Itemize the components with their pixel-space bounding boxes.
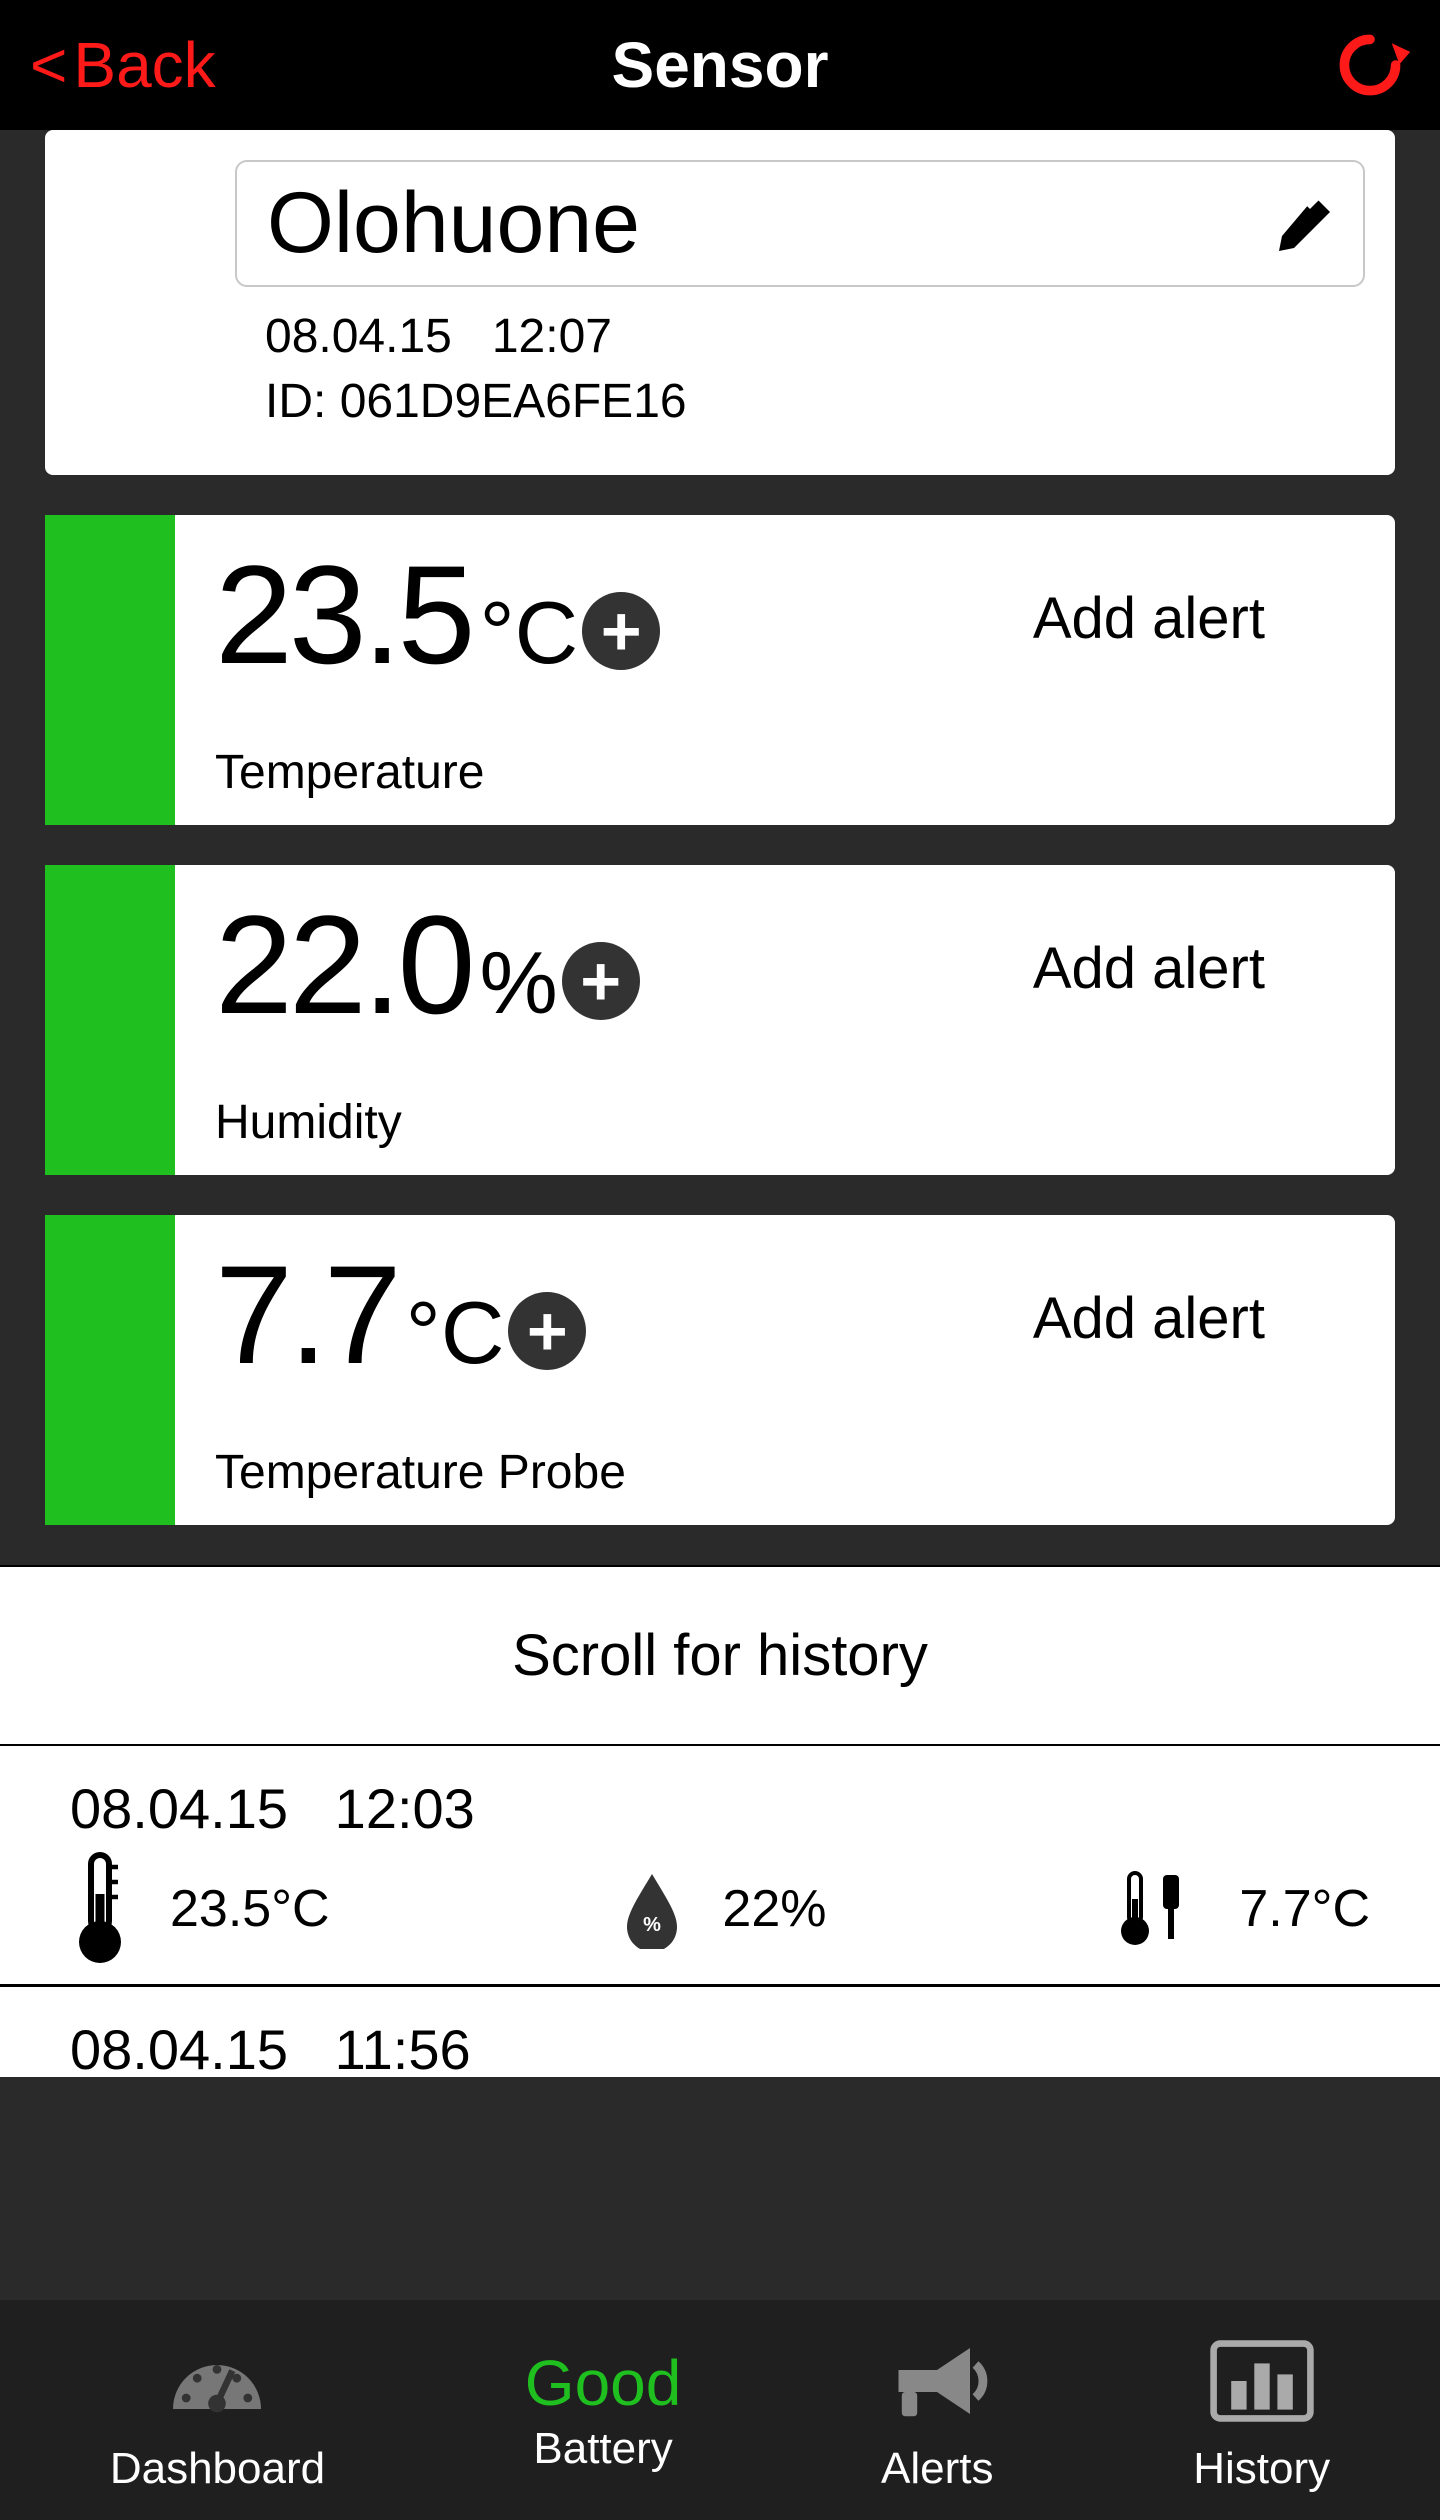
reading-label: Temperature <box>215 745 1355 800</box>
svg-text:%: % <box>644 1914 662 1936</box>
reading-label: Temperature Probe <box>215 1445 1355 1500</box>
reading-card-probe: 7.7 °C + Add alert Temperature Probe <box>45 1215 1395 1525</box>
history-row[interactable]: 08.04.15 12:03 23.5°C % 22% <box>0 1746 1440 1987</box>
history-timestamp: 08.04.15 12:03 <box>70 1776 1370 1841</box>
chevron-left-icon: < <box>30 33 67 97</box>
tab-label: History <box>1193 2444 1330 2494</box>
history-humidity: 22% <box>722 1879 826 1939</box>
reading-status-stripe <box>45 1215 175 1525</box>
sensor-name-value: Olohuone <box>267 174 640 273</box>
tab-alerts[interactable]: Alerts <box>881 2326 993 2494</box>
probe-icon <box>1119 1869 1199 1949</box>
scroll-for-history-hint[interactable]: Scroll for history <box>0 1565 1440 1746</box>
sensor-info-card: Olohuone 08.04.15 12:07 ID: 061D9EA6FE16 <box>45 130 1395 475</box>
reading-value: 23.5 <box>215 545 471 685</box>
reading-status-stripe <box>45 515 175 825</box>
reading-unit: °C <box>406 1289 505 1377</box>
reading-value: 22.0 <box>215 895 471 1035</box>
add-alert-plus-icon[interactable]: + <box>508 1292 586 1370</box>
tab-bar: Dashboard Good Battery Alerts History <box>0 2300 1440 2520</box>
tab-dashboard[interactable]: Dashboard <box>110 2326 325 2494</box>
reading-card-temperature: 23.5 °C + Add alert Temperature <box>45 515 1395 825</box>
history-row[interactable]: 08.04.15 11:56 <box>0 1987 1440 2077</box>
reading-label: Humidity <box>215 1095 1355 1150</box>
tab-label: Alerts <box>881 2444 993 2494</box>
reading-unit: °C <box>479 589 578 677</box>
thermometer-icon <box>70 1869 130 1949</box>
sensor-id: ID: 061D9EA6FE16 <box>265 370 1365 435</box>
bar-chart-icon <box>1207 2326 1317 2436</box>
back-button[interactable]: < Back <box>30 28 216 102</box>
refresh-icon <box>1330 25 1410 105</box>
content-area: Olohuone 08.04.15 12:07 ID: 061D9EA6FE16… <box>0 130 1440 2300</box>
reading-status-stripe <box>45 865 175 1175</box>
history-list[interactable]: 08.04.15 12:03 23.5°C % 22% <box>0 1746 1440 2077</box>
add-alert-button[interactable]: Add alert <box>1033 935 1265 1002</box>
history-temp: 23.5°C <box>170 1879 330 1939</box>
history-values: 23.5°C % 22% 7.7°C <box>70 1869 1370 1949</box>
tab-label: Dashboard <box>110 2444 325 2494</box>
page-title: Sensor <box>612 28 829 102</box>
add-alert-button[interactable]: Add alert <box>1033 1285 1265 1352</box>
add-alert-button[interactable]: Add alert <box>1033 585 1265 652</box>
battery-status: Good <box>525 2346 682 2420</box>
sensor-name-field[interactable]: Olohuone <box>235 160 1365 287</box>
tab-label: Battery <box>533 2424 672 2474</box>
reading-value: 7.7 <box>215 1245 398 1385</box>
reading-unit: % <box>479 939 557 1027</box>
history-probe: 7.7°C <box>1239 1879 1370 1939</box>
refresh-button[interactable] <box>1330 25 1410 105</box>
megaphone-icon <box>882 2326 992 2436</box>
sensor-timestamp: 08.04.15 12:07 <box>265 305 1365 370</box>
edit-icon[interactable] <box>1273 194 1333 254</box>
tab-history[interactable]: History <box>1193 2326 1330 2494</box>
top-bar: < Back Sensor <box>0 0 1440 130</box>
tab-battery[interactable]: Good Battery <box>525 2346 682 2474</box>
add-alert-plus-icon[interactable]: + <box>582 592 660 670</box>
gauge-icon <box>162 2326 272 2436</box>
droplet-icon: % <box>622 1869 682 1949</box>
history-timestamp: 08.04.15 11:56 <box>70 2017 1370 2077</box>
sensor-meta: 08.04.15 12:07 ID: 061D9EA6FE16 <box>235 305 1365 435</box>
add-alert-plus-icon[interactable]: + <box>562 942 640 1020</box>
back-label: Back <box>73 28 215 102</box>
reading-card-humidity: 22.0 % + Add alert Humidity <box>45 865 1395 1175</box>
